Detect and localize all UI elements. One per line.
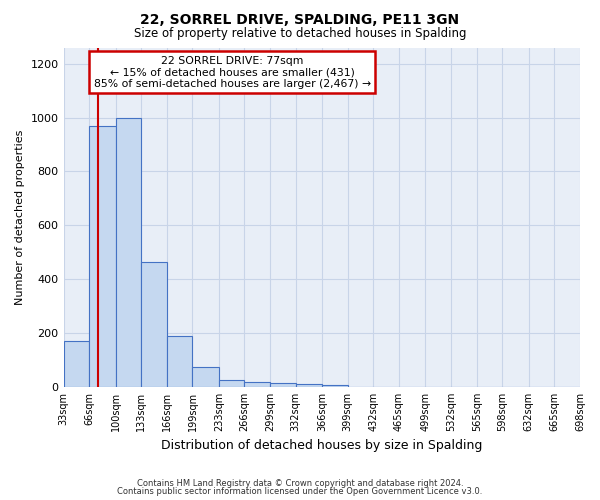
Bar xyxy=(193,366,219,387)
Bar xyxy=(89,126,116,387)
Bar xyxy=(244,382,270,387)
Text: 22 SORREL DRIVE: 77sqm
← 15% of detached houses are smaller (431)
85% of semi-de: 22 SORREL DRIVE: 77sqm ← 15% of detached… xyxy=(94,56,371,89)
Bar xyxy=(219,380,244,387)
Bar xyxy=(141,262,167,387)
Text: Contains HM Land Registry data © Crown copyright and database right 2024.: Contains HM Land Registry data © Crown c… xyxy=(137,478,463,488)
Bar xyxy=(322,385,348,387)
Bar xyxy=(64,341,89,387)
Text: Size of property relative to detached houses in Spalding: Size of property relative to detached ho… xyxy=(134,28,466,40)
Text: 22, SORREL DRIVE, SPALDING, PE11 3GN: 22, SORREL DRIVE, SPALDING, PE11 3GN xyxy=(140,12,460,26)
Bar xyxy=(296,384,322,387)
Bar xyxy=(116,118,141,387)
Y-axis label: Number of detached properties: Number of detached properties xyxy=(15,130,25,305)
X-axis label: Distribution of detached houses by size in Spalding: Distribution of detached houses by size … xyxy=(161,440,482,452)
Text: Contains public sector information licensed under the Open Government Licence v3: Contains public sector information licen… xyxy=(118,487,482,496)
Bar xyxy=(167,336,193,387)
Bar xyxy=(270,383,296,387)
